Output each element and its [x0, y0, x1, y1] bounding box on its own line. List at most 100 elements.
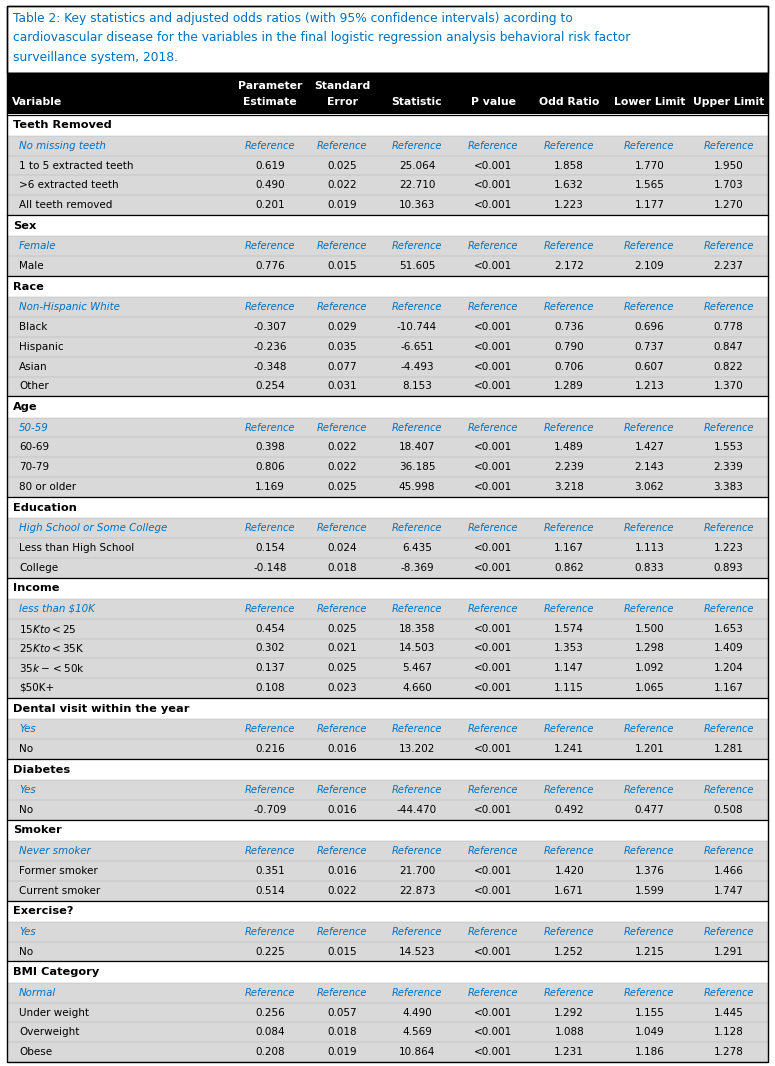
Text: 1.466: 1.466 — [714, 866, 743, 876]
Text: Reference: Reference — [544, 785, 594, 795]
Text: Reference: Reference — [703, 926, 754, 937]
Text: 0.025: 0.025 — [327, 663, 357, 674]
Text: 1.292: 1.292 — [554, 1007, 584, 1018]
Text: 21.700: 21.700 — [399, 866, 435, 876]
Text: 1.215: 1.215 — [635, 947, 664, 956]
Text: 1.113: 1.113 — [635, 543, 664, 553]
Text: 45.998: 45.998 — [399, 482, 436, 491]
Text: Race: Race — [13, 281, 44, 292]
Text: -0.307: -0.307 — [253, 322, 287, 332]
Text: Reference: Reference — [468, 303, 518, 312]
Text: 1.376: 1.376 — [635, 866, 664, 876]
Text: Reference: Reference — [468, 724, 518, 734]
Text: Reference: Reference — [703, 846, 754, 856]
Text: 0.018: 0.018 — [327, 563, 357, 572]
Text: No: No — [19, 947, 33, 956]
Text: 0.776: 0.776 — [255, 261, 284, 271]
Text: Reference: Reference — [468, 603, 518, 614]
Text: 0.025: 0.025 — [327, 482, 357, 491]
Text: Reference: Reference — [703, 785, 754, 795]
Text: 1.500: 1.500 — [635, 624, 664, 633]
Text: 1.747: 1.747 — [714, 886, 743, 895]
Text: 0.023: 0.023 — [327, 683, 357, 693]
Text: <0.001: <0.001 — [474, 805, 512, 814]
Text: Reference: Reference — [703, 422, 754, 433]
Text: College: College — [19, 563, 58, 572]
Text: 1.115: 1.115 — [554, 683, 584, 693]
Bar — [7, 759, 768, 780]
Text: 0.208: 0.208 — [255, 1047, 284, 1057]
Text: Reference: Reference — [703, 603, 754, 614]
Text: Reference: Reference — [392, 785, 443, 795]
Text: 1.223: 1.223 — [554, 200, 584, 210]
Text: 2.143: 2.143 — [635, 463, 664, 472]
Text: cardiovascular disease for the variables in the final logistic regression analys: cardiovascular disease for the variables… — [13, 32, 630, 45]
Bar — [7, 1043, 768, 1062]
Text: 5.467: 5.467 — [402, 663, 432, 674]
Bar — [7, 659, 768, 678]
Text: 0.137: 0.137 — [255, 663, 284, 674]
Text: No: No — [19, 805, 33, 814]
Text: 0.016: 0.016 — [327, 744, 357, 754]
Text: surveillance system, 2018.: surveillance system, 2018. — [13, 51, 178, 64]
Text: $35k - <$50k: $35k - <$50k — [19, 662, 85, 674]
Text: Reference: Reference — [544, 724, 594, 734]
Text: 1.049: 1.049 — [635, 1028, 664, 1037]
Text: Reference: Reference — [317, 603, 367, 614]
Text: 4.569: 4.569 — [402, 1028, 432, 1037]
Text: 0.256: 0.256 — [255, 1007, 284, 1018]
Text: 1.088: 1.088 — [554, 1028, 584, 1037]
Text: Reference: Reference — [624, 988, 675, 998]
Text: <0.001: <0.001 — [474, 482, 512, 491]
Text: -0.148: -0.148 — [253, 563, 287, 572]
Text: Non-Hispanic White: Non-Hispanic White — [19, 303, 120, 312]
Text: Estimate: Estimate — [243, 97, 297, 107]
Bar — [7, 962, 768, 983]
Text: Reference: Reference — [317, 785, 367, 795]
Text: Reference: Reference — [245, 422, 295, 433]
Text: Reference: Reference — [468, 846, 518, 856]
Text: 0.019: 0.019 — [327, 1047, 357, 1057]
Text: Reference: Reference — [317, 926, 367, 937]
Text: 18.407: 18.407 — [399, 442, 436, 452]
Text: >6 extracted teeth: >6 extracted teeth — [19, 180, 119, 191]
Text: 0.302: 0.302 — [255, 644, 284, 653]
Text: Reference: Reference — [245, 926, 295, 937]
Text: 0.108: 0.108 — [255, 683, 284, 693]
Text: 0.216: 0.216 — [255, 744, 284, 754]
Text: Reference: Reference — [392, 724, 443, 734]
Text: Reference: Reference — [317, 303, 367, 312]
Bar — [7, 881, 768, 901]
Bar — [7, 397, 768, 418]
Text: <0.001: <0.001 — [474, 1007, 512, 1018]
Text: 0.201: 0.201 — [255, 200, 284, 210]
Text: Reference: Reference — [624, 523, 675, 533]
Text: <0.001: <0.001 — [474, 624, 512, 633]
Text: 2.237: 2.237 — [714, 261, 743, 271]
Text: Reference: Reference — [544, 141, 594, 150]
Text: Education: Education — [13, 502, 77, 513]
Text: 13.202: 13.202 — [399, 744, 436, 754]
Text: 3.062: 3.062 — [635, 482, 664, 491]
Text: Variable: Variable — [12, 97, 62, 107]
Text: 0.254: 0.254 — [255, 382, 284, 391]
Text: 1.565: 1.565 — [635, 180, 664, 191]
Text: 1.231: 1.231 — [554, 1047, 584, 1057]
Text: <0.001: <0.001 — [474, 947, 512, 956]
Text: P value: P value — [470, 97, 515, 107]
Text: Reference: Reference — [468, 422, 518, 433]
Text: 18.358: 18.358 — [399, 624, 436, 633]
Text: 1.703: 1.703 — [714, 180, 743, 191]
Text: Reference: Reference — [468, 988, 518, 998]
Text: 3.383: 3.383 — [714, 482, 743, 491]
Text: Current smoker: Current smoker — [19, 886, 100, 895]
Text: 22.873: 22.873 — [399, 886, 436, 895]
Text: 0.022: 0.022 — [327, 442, 357, 452]
Text: Reference: Reference — [392, 846, 443, 856]
Text: 80 or older: 80 or older — [19, 482, 76, 491]
Text: 1.204: 1.204 — [714, 663, 743, 674]
Bar — [7, 941, 768, 962]
Bar — [7, 518, 768, 538]
Text: 0.706: 0.706 — [554, 361, 584, 372]
Bar — [7, 720, 768, 739]
